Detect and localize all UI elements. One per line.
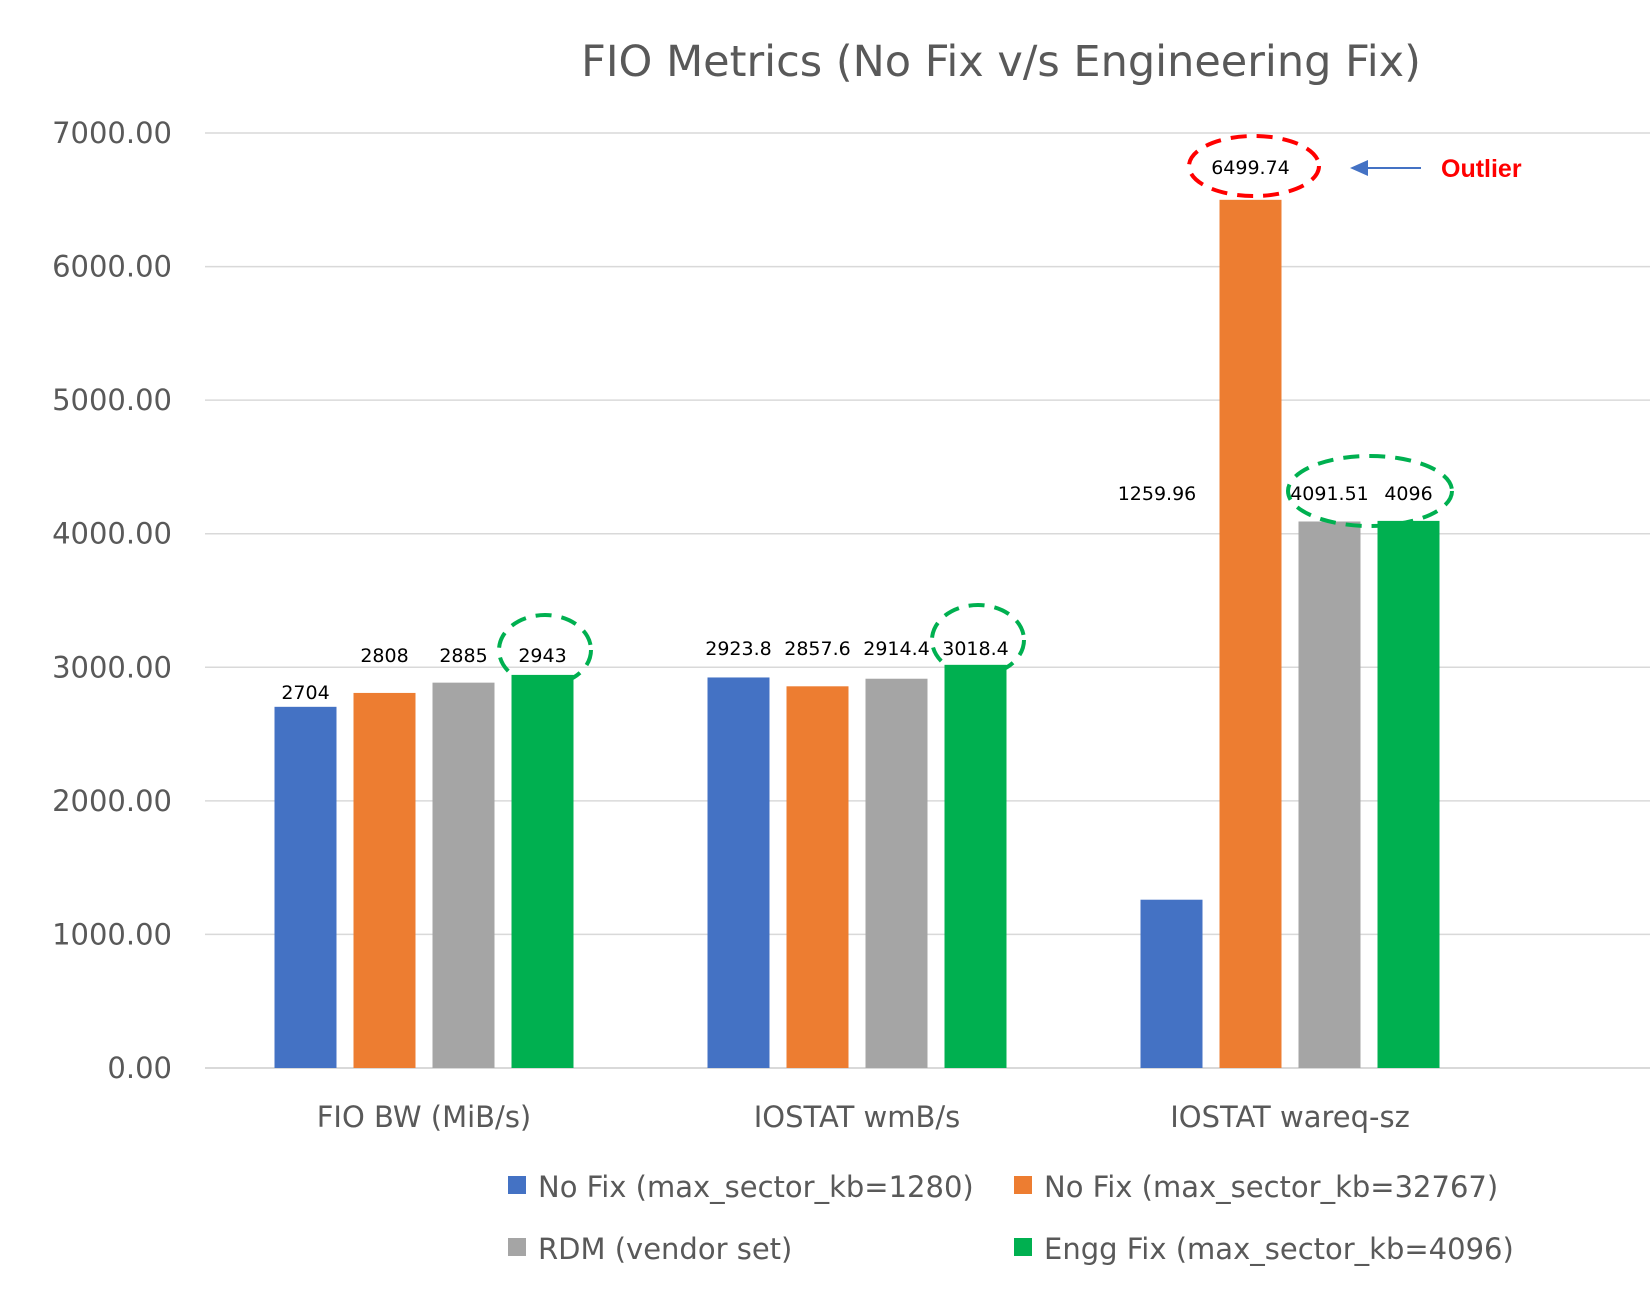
y-tick-label: 4000.00 — [52, 517, 172, 551]
y-tick-label: 2000.00 — [52, 784, 172, 818]
data-label: 2857.6 — [784, 638, 850, 660]
legend-label: Engg Fix (max_sector_kb=4096) — [1044, 1232, 1514, 1266]
bar — [1140, 899, 1203, 1068]
highlight-ellipse-fio-bw — [497, 613, 593, 687]
bar — [432, 682, 495, 1068]
legend-swatch — [1014, 1238, 1032, 1256]
data-label: 2704 — [281, 682, 329, 704]
legend-label: RDM (vendor set) — [538, 1232, 792, 1266]
outlier-ellipse — [1187, 134, 1321, 198]
y-tick-label: 0.00 — [107, 1051, 172, 1085]
data-label: 3018.4 — [942, 638, 1008, 660]
legend-swatch — [508, 1238, 526, 1256]
x-category-label: FIO BW (MiB/s) — [317, 1100, 532, 1134]
annotations: Outlier — [497, 134, 1522, 687]
data-label: 2923.8 — [705, 638, 771, 660]
bars — [274, 199, 1440, 1069]
y-tick-label: 6000.00 — [52, 250, 172, 284]
data-label: 6499.74 — [1211, 157, 1290, 179]
data-labels: 2704 2923.8 1259.96 2808 2857.6 6499.74 2885 29… — [281, 157, 1432, 704]
bar — [511, 674, 574, 1068]
data-label: 1259.96 — [1118, 483, 1197, 505]
bar — [707, 677, 770, 1068]
y-tick-label: 5000.00 — [52, 383, 172, 417]
data-label: 2808 — [360, 645, 408, 667]
legend-swatch — [508, 1176, 526, 1194]
x-axis: FIO BW (MiB/s) IOSTAT wmB/s IOSTAT wareq-s… — [317, 1100, 1410, 1134]
legend-label: No Fix (max_sector_kb=32767) — [1044, 1170, 1498, 1204]
chart-title: FIO Metrics (No Fix v/s Engineering Fix) — [581, 37, 1421, 87]
bar — [274, 706, 337, 1068]
bar — [786, 686, 849, 1068]
data-label: 2885 — [439, 645, 487, 667]
y-tick-label: 7000.00 — [52, 116, 172, 150]
bar — [1298, 521, 1361, 1068]
data-label: 4096 — [1384, 483, 1432, 505]
legend: No Fix (max_sector_kb=1280) No Fix (max_s… — [508, 1170, 1514, 1266]
legend-label: No Fix (max_sector_kb=1280) — [538, 1170, 974, 1204]
y-axis: 0.00 1000.00 2000.00 3000.00 4000.00 5000.00 6… — [52, 116, 172, 1085]
outlier-label: Outlier — [1441, 155, 1522, 183]
legend-swatch — [1014, 1176, 1032, 1194]
bar — [1377, 520, 1440, 1068]
x-category-label: IOSTAT wareq-sz — [1170, 1100, 1410, 1134]
bar — [1219, 199, 1282, 1069]
data-label: 4091.51 — [1290, 483, 1369, 505]
y-tick-label: 1000.00 — [52, 917, 172, 951]
x-category-label: IOSTAT wmB/s — [754, 1100, 961, 1134]
highlight-ellipse-iostat-wmbs — [930, 603, 1026, 677]
data-label: 2914.4 — [863, 638, 929, 660]
bar — [353, 692, 416, 1068]
bar — [944, 664, 1007, 1068]
highlight-ellipse-wareq-sz — [1286, 454, 1454, 528]
arrow-head-icon — [1350, 160, 1368, 176]
data-label: 2943 — [518, 645, 566, 667]
y-tick-label: 3000.00 — [52, 650, 172, 684]
bar — [865, 678, 928, 1068]
